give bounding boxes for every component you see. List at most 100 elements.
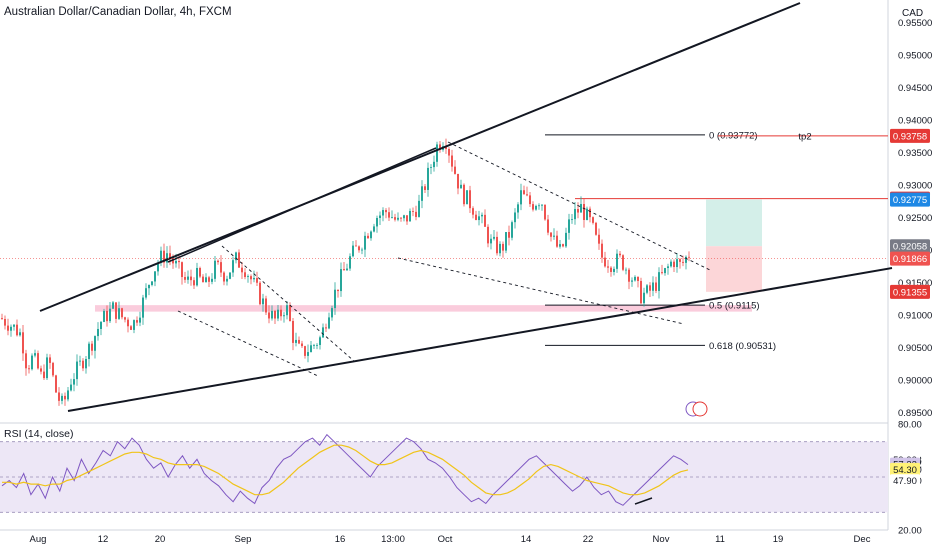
candle-body (445, 146, 447, 150)
candle-body (55, 375, 57, 393)
price-axis-badge-text: 0.92775 (893, 195, 927, 206)
candle-body (82, 360, 84, 369)
candle-body (205, 277, 207, 283)
candle-body (496, 236, 498, 254)
candle-body (40, 368, 42, 372)
candle-body (586, 208, 588, 220)
candle-body (475, 214, 477, 221)
candle-body (391, 217, 393, 218)
candle-body (250, 276, 252, 280)
candle-body (94, 336, 96, 351)
candle-body (562, 244, 564, 247)
candle-body (178, 260, 180, 263)
candle-body (415, 211, 417, 217)
candle-body (16, 324, 18, 336)
candle-body (484, 214, 486, 227)
candle-body (28, 368, 30, 370)
candle-body (406, 215, 408, 222)
price-tick-label: 0.94500 (898, 83, 932, 94)
candle-body (574, 209, 576, 220)
candle-body (607, 266, 609, 268)
candle-body (382, 210, 384, 216)
candle-body (394, 217, 396, 220)
bull-flag-upper-line (221, 245, 355, 362)
candle-body (91, 343, 93, 351)
currency-label[interactable]: CAD (902, 8, 924, 19)
rsi-line (1, 433, 689, 506)
candle-body (643, 292, 645, 304)
candle-body (25, 353, 27, 369)
time-tick-label: 14 (521, 534, 532, 545)
candle-body (106, 310, 108, 322)
candle-body (613, 268, 615, 272)
candle-body (616, 253, 618, 269)
candle-body (409, 210, 411, 222)
candle-body (148, 284, 150, 289)
time-tick-label: Dec (854, 534, 871, 545)
candle-body (286, 305, 288, 316)
time-tick-label: 16 (335, 534, 346, 545)
rsi-axis-badge (890, 462, 920, 476)
candle-body (184, 277, 186, 280)
candle-body (559, 244, 561, 247)
candle-body (280, 309, 282, 317)
candle-body (316, 344, 318, 346)
candle-body (70, 384, 72, 391)
candle-body (403, 215, 405, 219)
candle-body (505, 232, 507, 251)
price-axis-badge (890, 192, 930, 207)
candle-body (34, 353, 36, 356)
candle-body (304, 346, 306, 356)
price-tick-label: 0.91000 (898, 310, 932, 321)
candle-body (664, 268, 666, 274)
tp2-label: tp2 (798, 131, 811, 142)
candle-body (454, 166, 456, 174)
rsi-axis-badge-text: 54.30 (893, 465, 917, 476)
candle-body (556, 235, 558, 247)
candle-body (379, 215, 381, 219)
candle-body (421, 186, 423, 201)
bull-flag-lower-line (177, 310, 319, 377)
candle-body (370, 231, 372, 239)
candle-body (154, 271, 156, 282)
price-tick-label: 0.95000 (898, 51, 932, 62)
candle-body (553, 235, 555, 237)
candle-body (652, 282, 654, 291)
candle-body (439, 144, 441, 150)
candle-body (157, 262, 159, 272)
candle-body (238, 252, 240, 268)
candle-body (115, 302, 117, 319)
time-tick-label: Sep (235, 534, 252, 545)
candle-body (490, 238, 492, 244)
candle-body (31, 355, 33, 370)
candle-body (511, 222, 513, 238)
target-zone (706, 199, 762, 247)
candle-body (88, 343, 90, 360)
candle-body (100, 321, 102, 329)
price-tick-label: 0.90000 (898, 375, 932, 386)
candle-body (13, 324, 15, 327)
candle-body (541, 204, 543, 206)
candle-body (307, 352, 309, 356)
candle-body (499, 243, 501, 254)
candle-body (460, 184, 462, 189)
candle-body (175, 260, 177, 264)
candle-body (214, 260, 216, 279)
price-axis-badge-text: 0.91866 (893, 254, 927, 265)
time-tick-label: 19 (773, 534, 784, 545)
rsi-ma-line (2, 444, 689, 496)
candle-body (622, 255, 624, 270)
candle-body (520, 190, 522, 205)
candle-body (565, 232, 567, 247)
candle-body (163, 250, 165, 263)
candle-body (19, 332, 21, 336)
candle-body (79, 360, 81, 362)
event-icon (692, 401, 708, 417)
candle-body (685, 256, 687, 263)
price-tick-label: 0.89500 (898, 408, 932, 419)
candle-body (121, 308, 123, 318)
candle-body (43, 371, 45, 379)
candle-body (295, 339, 297, 343)
candle-body (655, 282, 657, 291)
